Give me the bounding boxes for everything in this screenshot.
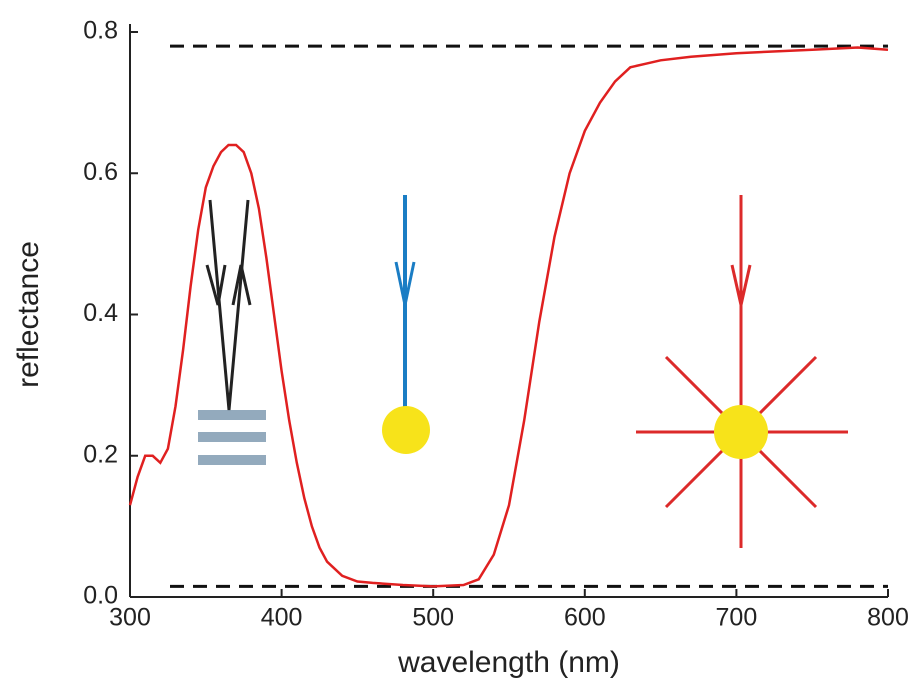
y-axis-label: reflectance <box>12 241 45 388</box>
x-tick-label: 700 <box>716 604 758 632</box>
x-tick-label: 800 <box>867 604 909 632</box>
inset-absorber <box>382 195 430 454</box>
y-tick-label: 0.8 <box>83 17 118 45</box>
x-axis-label: wavelength (nm) <box>397 646 620 679</box>
inset-multilayer <box>198 199 266 465</box>
x-tick-label: 300 <box>109 604 151 632</box>
data-line <box>128 46 889 588</box>
y-tick-label: 0.2 <box>83 440 118 468</box>
x-tick-label: 400 <box>261 604 303 632</box>
y-tick-label: 0.6 <box>83 158 118 186</box>
y-tick-label: 0.0 <box>83 582 118 610</box>
y-tick-label: 0.4 <box>83 299 118 327</box>
x-tick-label: 500 <box>412 604 454 632</box>
x-tick-label: 600 <box>564 604 606 632</box>
inset-scatterer <box>636 195 848 548</box>
